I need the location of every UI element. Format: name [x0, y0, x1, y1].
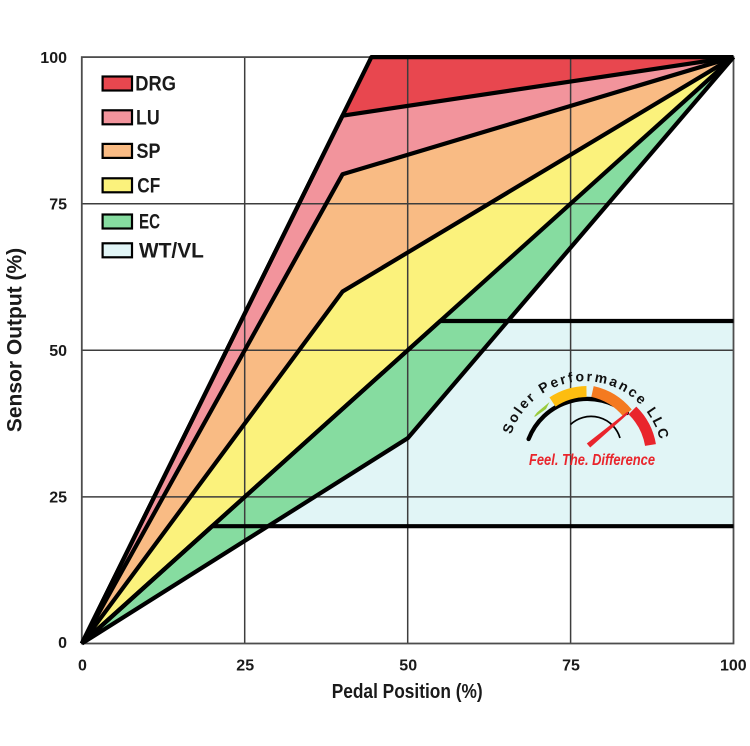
svg-text:r: r [586, 368, 593, 384]
svg-text:25: 25 [236, 658, 254, 675]
svg-text:m: m [594, 369, 609, 387]
svg-text:WT/VL: WT/VL [139, 239, 204, 262]
svg-text:0: 0 [58, 635, 67, 652]
svg-text:C: C [654, 426, 672, 441]
svg-text:CF: CF [137, 174, 160, 197]
svg-text:f: f [567, 369, 575, 386]
svg-text:100: 100 [40, 50, 67, 67]
svg-text:o: o [575, 368, 585, 385]
svg-text:Sensor Output (%): Sensor Output (%) [4, 248, 27, 432]
svg-text:100: 100 [720, 658, 747, 675]
svg-text:Feel. The. Difference: Feel. The. Difference [529, 452, 655, 469]
svg-text:EC: EC [139, 211, 160, 234]
svg-text:LU: LU [136, 106, 160, 129]
svg-text:50: 50 [49, 343, 67, 360]
svg-text:75: 75 [49, 196, 67, 213]
svg-text:Pedal Position (%): Pedal Position (%) [332, 680, 483, 703]
svg-text:DRG: DRG [135, 73, 176, 96]
svg-text:75: 75 [562, 658, 580, 675]
svg-text:r: r [558, 371, 568, 388]
svg-text:0: 0 [78, 658, 87, 675]
svg-text:SP: SP [137, 140, 161, 163]
svg-text:25: 25 [49, 490, 67, 507]
svg-text:50: 50 [399, 658, 417, 675]
